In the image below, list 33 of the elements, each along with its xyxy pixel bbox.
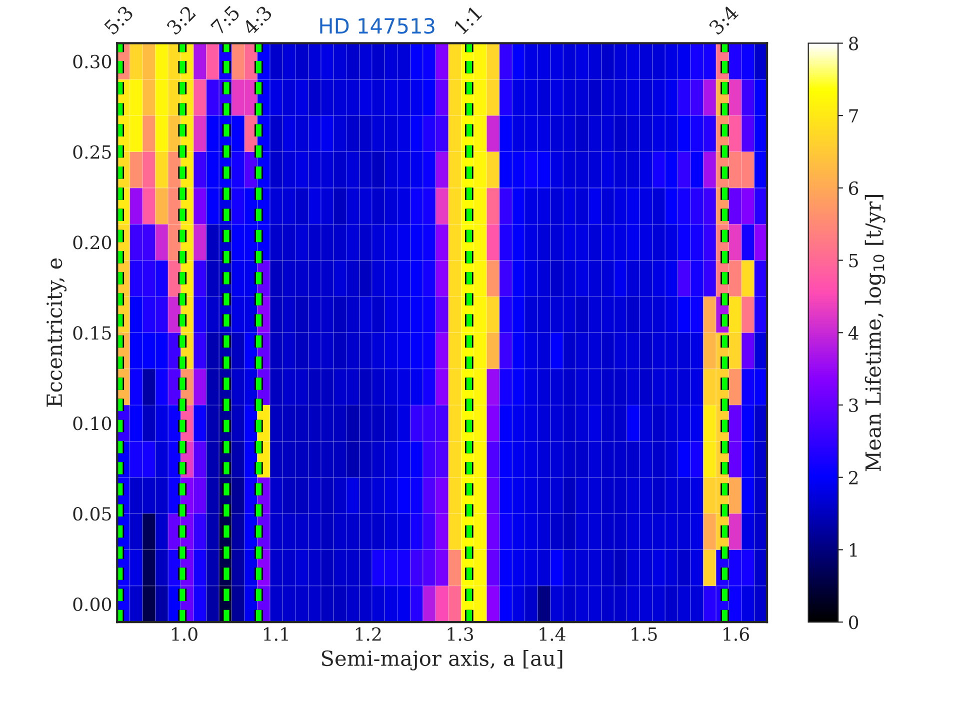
y-tick-label: 0.20 bbox=[73, 236, 112, 250]
chart-title: HD 147513 bbox=[320, 18, 434, 34]
annotation: 4:3 bbox=[242, 4, 273, 36]
color-bar-label: 8 bbox=[849, 36, 858, 50]
y-tick-label: 0.15 bbox=[73, 326, 111, 340]
annotation: 3:4 bbox=[708, 4, 740, 36]
color-bar-label: 3 bbox=[849, 398, 858, 412]
y-tick-label: 0.10 bbox=[73, 416, 112, 430]
x-tick-label: 1.5 bbox=[632, 627, 657, 641]
color-bar-label: 1 bbox=[850, 543, 857, 557]
x-tick-label: 1.0 bbox=[172, 627, 198, 641]
x-tick-label: 1.1 bbox=[264, 627, 288, 641]
annotation: 5:3 bbox=[104, 4, 134, 36]
color-bar-label: 6 bbox=[849, 181, 858, 196]
y-tick-label: 0.30 bbox=[73, 54, 112, 68]
color-bar-label: 5 bbox=[849, 254, 858, 268]
y-tick-label: 0.05 bbox=[73, 507, 111, 521]
x-tick-label: 1.6 bbox=[724, 627, 750, 641]
x-tick-label: 1.2 bbox=[356, 627, 381, 641]
annotation: 7:5 bbox=[210, 5, 241, 36]
color-bar-label: 4 bbox=[848, 326, 858, 340]
color-bar-label: 2 bbox=[849, 470, 858, 484]
y-axis-title: Eccentricity, e bbox=[46, 258, 66, 407]
color-bar-title: Mean Lifetime, log$_{10}$ [t/yr] bbox=[864, 195, 886, 472]
y-tick-label: 0.00 bbox=[73, 597, 112, 612]
color-bar-label: 7 bbox=[849, 109, 858, 122]
x-tick-label: 1.3 bbox=[448, 627, 474, 641]
annotation: 1:1 bbox=[453, 6, 482, 35]
color-bar-label: 0 bbox=[848, 616, 858, 630]
y-tick-label: 0.25 bbox=[73, 145, 111, 159]
annotation: 3:2 bbox=[166, 5, 196, 36]
x-axis-title: Semi-major axis, a [au] bbox=[322, 650, 562, 670]
x-tick-label: 1.4 bbox=[540, 627, 566, 641]
